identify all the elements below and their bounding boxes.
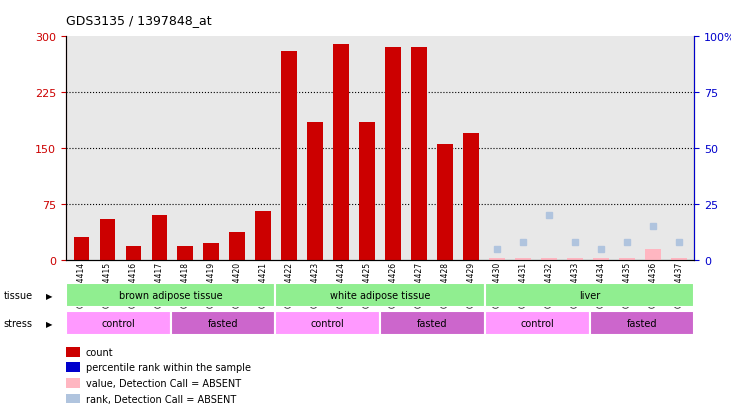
Text: rank, Detection Call = ABSENT: rank, Detection Call = ABSENT [86,394,236,404]
Bar [66,284,276,308]
Bar [671,258,686,260]
Bar [66,394,80,404]
Bar [66,347,80,357]
Text: control: control [311,318,344,328]
Bar [276,284,485,308]
Bar [203,243,219,260]
Bar [66,311,170,335]
Bar [645,249,661,260]
Text: liver: liver [579,291,600,301]
Bar [151,216,167,260]
Bar [541,258,557,260]
Bar [99,219,115,260]
Bar [178,247,193,260]
Text: tissue: tissue [4,291,33,301]
Bar [74,238,89,260]
Text: brown adipose tissue: brown adipose tissue [118,291,222,301]
Text: ▶: ▶ [46,319,53,328]
Bar [567,258,583,260]
Bar [385,48,401,260]
Text: fasted: fasted [417,318,448,328]
Bar [66,378,80,388]
Bar [255,212,271,260]
Text: ▶: ▶ [46,291,53,300]
Bar [437,145,453,260]
Text: control: control [520,318,554,328]
Bar [485,284,694,308]
Text: white adipose tissue: white adipose tissue [330,291,431,301]
Bar [412,48,427,260]
Bar [619,258,635,260]
Bar [333,45,349,260]
Bar [360,123,375,260]
Bar [281,52,297,260]
Text: fasted: fasted [208,318,238,328]
Bar [230,232,245,260]
Bar [66,363,80,373]
Text: control: control [102,318,135,328]
Text: GDS3135 / 1397848_at: GDS3135 / 1397848_at [66,14,211,27]
Text: count: count [86,347,113,357]
Bar [489,258,505,260]
Text: fasted: fasted [626,318,657,328]
Bar [593,258,609,260]
Bar [515,258,531,260]
Bar [590,311,694,335]
Bar [170,311,276,335]
Bar [485,311,590,335]
Bar [126,247,141,260]
Bar [307,123,323,260]
Text: value, Detection Call = ABSENT: value, Detection Call = ABSENT [86,378,241,388]
Text: percentile rank within the sample: percentile rank within the sample [86,363,251,373]
Bar [276,311,380,335]
Text: stress: stress [4,318,33,328]
Bar [463,134,479,260]
Bar [380,311,485,335]
